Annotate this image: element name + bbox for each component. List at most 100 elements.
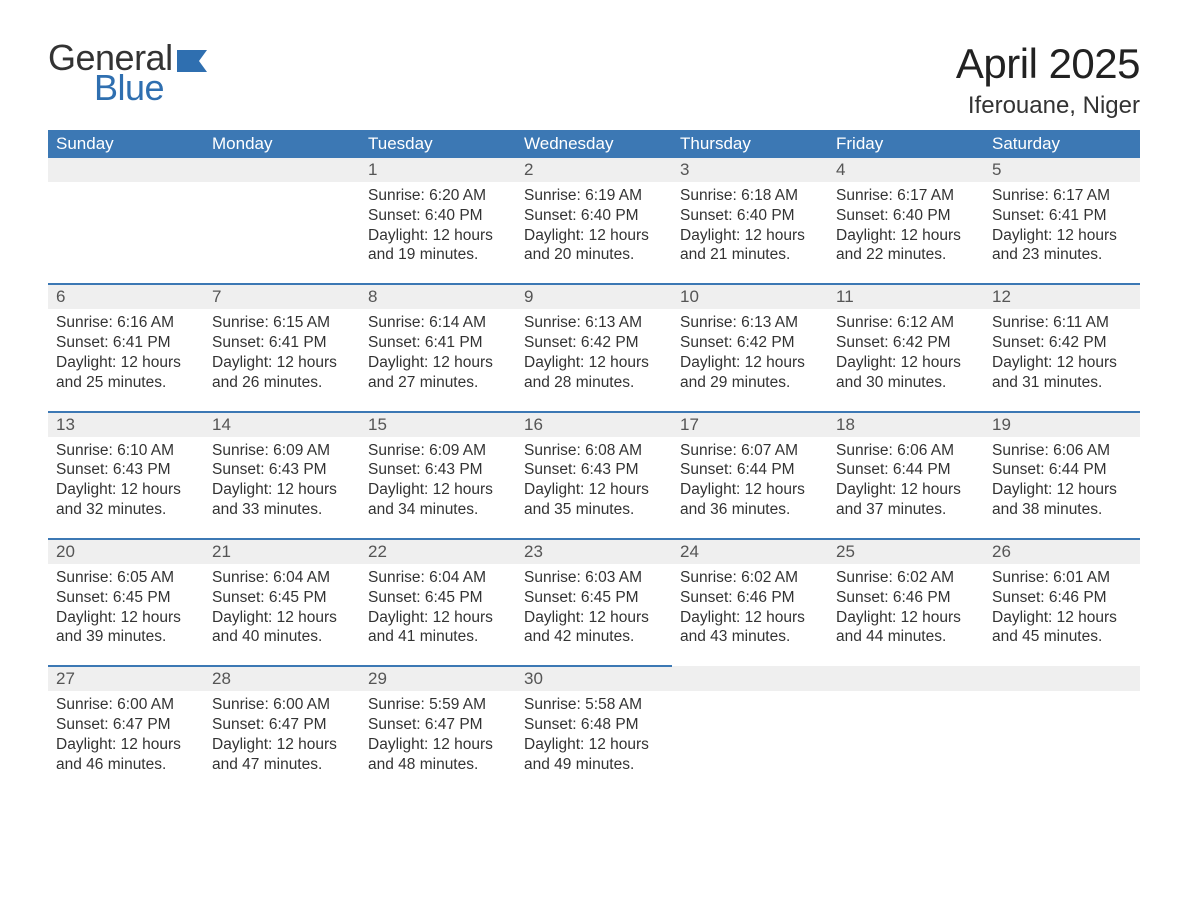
sunrise-text: Sunrise: 6:07 AM (680, 441, 820, 461)
daylight-text: Daylight: 12 hours and 45 minutes. (992, 608, 1132, 648)
day-header: Thursday (672, 130, 828, 158)
day-number-cell (672, 666, 828, 691)
sunset-text: Sunset: 6:41 PM (992, 206, 1132, 226)
sunset-text: Sunset: 6:42 PM (992, 333, 1132, 353)
sunset-text: Sunset: 6:47 PM (56, 715, 196, 735)
day-content-cell: Sunrise: 6:02 AMSunset: 6:46 PMDaylight:… (672, 564, 828, 666)
day-number-cell: 28 (204, 666, 360, 691)
title-block: April 2025 Iferouane, Niger (956, 40, 1140, 120)
sunrise-text: Sunrise: 6:10 AM (56, 441, 196, 461)
sunset-text: Sunset: 6:42 PM (680, 333, 820, 353)
day-content-cell: Sunrise: 5:59 AMSunset: 6:47 PMDaylight:… (360, 691, 516, 792)
day-content-cell (204, 182, 360, 284)
week-content-row: Sunrise: 6:00 AMSunset: 6:47 PMDaylight:… (48, 691, 1140, 792)
sunset-text: Sunset: 6:43 PM (212, 460, 352, 480)
sunset-text: Sunset: 6:44 PM (992, 460, 1132, 480)
sunset-text: Sunset: 6:40 PM (680, 206, 820, 226)
day-content-cell: Sunrise: 6:14 AMSunset: 6:41 PMDaylight:… (360, 309, 516, 411)
day-header: Monday (204, 130, 360, 158)
day-content-cell: Sunrise: 6:16 AMSunset: 6:41 PMDaylight:… (48, 309, 204, 411)
sunrise-text: Sunrise: 6:09 AM (368, 441, 508, 461)
daylight-text: Daylight: 12 hours and 38 minutes. (992, 480, 1132, 520)
day-content-cell: Sunrise: 6:01 AMSunset: 6:46 PMDaylight:… (984, 564, 1140, 666)
daylight-text: Daylight: 12 hours and 40 minutes. (212, 608, 352, 648)
day-number-cell: 23 (516, 539, 672, 564)
day-content-cell: Sunrise: 6:05 AMSunset: 6:45 PMDaylight:… (48, 564, 204, 666)
sunset-text: Sunset: 6:41 PM (212, 333, 352, 353)
sunrise-text: Sunrise: 5:58 AM (524, 695, 664, 715)
day-content-cell: Sunrise: 6:17 AMSunset: 6:40 PMDaylight:… (828, 182, 984, 284)
sunrise-text: Sunrise: 6:12 AM (836, 313, 976, 333)
sunset-text: Sunset: 6:41 PM (368, 333, 508, 353)
day-number-cell: 13 (48, 412, 204, 437)
sunset-text: Sunset: 6:42 PM (836, 333, 976, 353)
day-content-cell: Sunrise: 6:20 AMSunset: 6:40 PMDaylight:… (360, 182, 516, 284)
daylight-text: Daylight: 12 hours and 26 minutes. (212, 353, 352, 393)
day-number-cell: 6 (48, 284, 204, 309)
day-content-cell: Sunrise: 6:10 AMSunset: 6:43 PMDaylight:… (48, 437, 204, 539)
day-content-cell: Sunrise: 6:00 AMSunset: 6:47 PMDaylight:… (48, 691, 204, 792)
sunrise-text: Sunrise: 6:00 AM (212, 695, 352, 715)
daylight-text: Daylight: 12 hours and 21 minutes. (680, 226, 820, 266)
sunrise-text: Sunrise: 6:16 AM (56, 313, 196, 333)
sunset-text: Sunset: 6:48 PM (524, 715, 664, 735)
day-number-cell: 27 (48, 666, 204, 691)
daylight-text: Daylight: 12 hours and 35 minutes. (524, 480, 664, 520)
logo: General Blue (48, 40, 207, 106)
sunrise-text: Sunrise: 6:04 AM (368, 568, 508, 588)
daylight-text: Daylight: 12 hours and 19 minutes. (368, 226, 508, 266)
day-content-cell: Sunrise: 6:06 AMSunset: 6:44 PMDaylight:… (828, 437, 984, 539)
sunrise-text: Sunrise: 5:59 AM (368, 695, 508, 715)
day-content-cell: Sunrise: 6:03 AMSunset: 6:45 PMDaylight:… (516, 564, 672, 666)
sunrise-text: Sunrise: 6:17 AM (836, 186, 976, 206)
sunrise-text: Sunrise: 6:14 AM (368, 313, 508, 333)
sunrise-text: Sunrise: 6:06 AM (992, 441, 1132, 461)
day-number-cell (204, 158, 360, 182)
day-content-cell: Sunrise: 6:02 AMSunset: 6:46 PMDaylight:… (828, 564, 984, 666)
day-content-cell (672, 691, 828, 792)
sunset-text: Sunset: 6:47 PM (368, 715, 508, 735)
day-content-cell: Sunrise: 6:11 AMSunset: 6:42 PMDaylight:… (984, 309, 1140, 411)
daylight-text: Daylight: 12 hours and 48 minutes. (368, 735, 508, 775)
day-content-cell: Sunrise: 6:04 AMSunset: 6:45 PMDaylight:… (360, 564, 516, 666)
sunrise-text: Sunrise: 6:02 AM (680, 568, 820, 588)
sunset-text: Sunset: 6:46 PM (992, 588, 1132, 608)
day-number-cell: 22 (360, 539, 516, 564)
sunset-text: Sunset: 6:41 PM (56, 333, 196, 353)
sunset-text: Sunset: 6:43 PM (56, 460, 196, 480)
sunrise-text: Sunrise: 6:03 AM (524, 568, 664, 588)
day-number-cell: 10 (672, 284, 828, 309)
day-number-cell: 4 (828, 158, 984, 182)
day-number-cell: 3 (672, 158, 828, 182)
daylight-text: Daylight: 12 hours and 42 minutes. (524, 608, 664, 648)
day-number-cell: 11 (828, 284, 984, 309)
daylight-text: Daylight: 12 hours and 44 minutes. (836, 608, 976, 648)
sunrise-text: Sunrise: 6:15 AM (212, 313, 352, 333)
week-daynum-row: 12345 (48, 158, 1140, 182)
sunrise-text: Sunrise: 6:00 AM (56, 695, 196, 715)
day-number-cell: 29 (360, 666, 516, 691)
daylight-text: Daylight: 12 hours and 36 minutes. (680, 480, 820, 520)
day-content-cell: Sunrise: 6:07 AMSunset: 6:44 PMDaylight:… (672, 437, 828, 539)
header: General Blue April 2025 Iferouane, Niger (48, 40, 1140, 120)
day-number-cell: 30 (516, 666, 672, 691)
daylight-text: Daylight: 12 hours and 46 minutes. (56, 735, 196, 775)
sunrise-text: Sunrise: 6:20 AM (368, 186, 508, 206)
daylight-text: Daylight: 12 hours and 43 minutes. (680, 608, 820, 648)
daylight-text: Daylight: 12 hours and 20 minutes. (524, 226, 664, 266)
day-content-cell: Sunrise: 6:09 AMSunset: 6:43 PMDaylight:… (360, 437, 516, 539)
day-number-cell (828, 666, 984, 691)
day-content-cell: Sunrise: 6:12 AMSunset: 6:42 PMDaylight:… (828, 309, 984, 411)
week-daynum-row: 27282930 (48, 666, 1140, 691)
sunset-text: Sunset: 6:40 PM (368, 206, 508, 226)
day-number-cell: 26 (984, 539, 1140, 564)
day-number-cell: 12 (984, 284, 1140, 309)
day-header-row: Sunday Monday Tuesday Wednesday Thursday… (48, 130, 1140, 158)
sunrise-text: Sunrise: 6:17 AM (992, 186, 1132, 206)
week-content-row: Sunrise: 6:20 AMSunset: 6:40 PMDaylight:… (48, 182, 1140, 284)
daylight-text: Daylight: 12 hours and 22 minutes. (836, 226, 976, 266)
sunrise-text: Sunrise: 6:08 AM (524, 441, 664, 461)
week-daynum-row: 20212223242526 (48, 539, 1140, 564)
sunrise-text: Sunrise: 6:18 AM (680, 186, 820, 206)
sunrise-text: Sunrise: 6:19 AM (524, 186, 664, 206)
